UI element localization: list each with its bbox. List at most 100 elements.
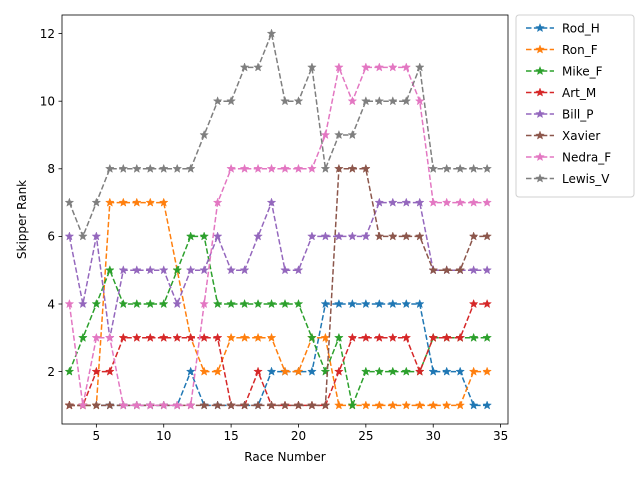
legend: Rod_H Ron_F Mike_F Art_M Bill_P Xavier Nedra_F… bbox=[515, 14, 635, 198]
data-point bbox=[401, 366, 412, 376]
data-point bbox=[468, 265, 479, 275]
series-Bill_P bbox=[64, 197, 492, 342]
data-point bbox=[199, 332, 210, 342]
series-layer bbox=[64, 28, 492, 410]
legend-label: Ron_F bbox=[562, 43, 598, 57]
data-point bbox=[118, 332, 129, 342]
data-point bbox=[347, 298, 358, 309]
series-line-Art_M bbox=[69, 303, 488, 407]
legend-marker bbox=[535, 65, 545, 76]
data-point bbox=[334, 332, 344, 342]
x-tick-label: 15 bbox=[223, 429, 238, 443]
data-point bbox=[172, 265, 183, 275]
data-point bbox=[347, 332, 358, 342]
data-point bbox=[145, 197, 156, 207]
data-point bbox=[64, 400, 75, 410]
data-point bbox=[212, 231, 223, 241]
data-point bbox=[64, 298, 75, 309]
data-point bbox=[172, 332, 183, 342]
data-point bbox=[158, 298, 169, 309]
legend-label: Lewis_V bbox=[562, 172, 610, 186]
data-point bbox=[374, 231, 385, 241]
data-point bbox=[414, 366, 425, 376]
data-point bbox=[293, 366, 304, 376]
data-point bbox=[307, 163, 317, 173]
data-point bbox=[253, 231, 263, 241]
data-point bbox=[199, 265, 210, 275]
data-point bbox=[185, 332, 196, 342]
data-point bbox=[401, 332, 412, 342]
data-point bbox=[455, 332, 466, 342]
legend-label: Mike_F bbox=[562, 64, 603, 78]
data-point bbox=[118, 163, 129, 173]
data-point bbox=[91, 231, 102, 241]
data-point bbox=[401, 197, 412, 207]
data-point bbox=[441, 332, 452, 342]
data-point bbox=[226, 96, 236, 106]
data-point bbox=[374, 298, 385, 309]
data-point bbox=[226, 265, 236, 275]
data-point bbox=[253, 298, 263, 309]
data-point bbox=[158, 197, 169, 207]
data-point bbox=[387, 231, 398, 241]
data-point bbox=[131, 197, 142, 207]
data-point bbox=[401, 231, 412, 241]
data-point bbox=[441, 400, 452, 410]
data-point bbox=[199, 400, 210, 410]
legend-marker bbox=[535, 44, 545, 54]
data-point bbox=[239, 265, 250, 275]
legend-marker bbox=[535, 22, 545, 33]
data-point bbox=[78, 332, 88, 342]
data-point bbox=[468, 366, 479, 376]
data-point bbox=[347, 163, 358, 173]
data-point bbox=[320, 332, 331, 342]
series-line-Rod_H bbox=[69, 303, 488, 407]
data-point bbox=[334, 298, 344, 309]
data-point bbox=[212, 400, 223, 410]
data-point bbox=[158, 265, 169, 275]
data-point bbox=[482, 298, 492, 309]
data-point bbox=[266, 197, 277, 207]
data-point bbox=[455, 163, 466, 173]
data-point bbox=[441, 265, 452, 275]
data-point bbox=[374, 96, 385, 106]
legend-item: Art_M bbox=[526, 86, 596, 100]
y-tick-label: 4 bbox=[47, 297, 55, 311]
data-point bbox=[360, 366, 371, 376]
legend-item: Rod_H bbox=[526, 21, 600, 35]
data-point bbox=[334, 366, 344, 376]
data-point bbox=[118, 298, 129, 309]
data-point bbox=[239, 163, 250, 173]
y-tick-label: 12 bbox=[40, 27, 55, 41]
data-point bbox=[280, 163, 290, 173]
data-point bbox=[320, 400, 331, 410]
legend-marker bbox=[535, 151, 545, 162]
x-tick-label: 30 bbox=[426, 429, 441, 443]
data-point bbox=[266, 28, 277, 38]
data-point bbox=[280, 366, 290, 376]
data-point bbox=[118, 265, 129, 275]
data-point bbox=[118, 400, 129, 410]
data-point bbox=[253, 400, 263, 410]
data-point bbox=[212, 298, 223, 309]
data-point bbox=[414, 62, 425, 72]
data-point bbox=[226, 298, 236, 309]
data-point bbox=[266, 332, 277, 342]
data-point bbox=[293, 298, 304, 309]
data-point bbox=[468, 298, 479, 309]
data-point bbox=[199, 366, 210, 376]
data-point bbox=[414, 96, 425, 106]
data-point bbox=[428, 332, 439, 342]
data-point bbox=[266, 163, 277, 173]
legend-item: Xavier bbox=[526, 129, 600, 143]
data-point bbox=[387, 197, 398, 207]
legend-item: Ron_F bbox=[526, 43, 598, 57]
data-point bbox=[347, 96, 358, 106]
data-point bbox=[145, 163, 156, 173]
data-point bbox=[212, 366, 223, 376]
legend-label: Rod_H bbox=[562, 21, 600, 35]
data-point bbox=[280, 298, 290, 309]
data-point bbox=[266, 366, 277, 376]
data-point bbox=[455, 400, 466, 410]
data-point bbox=[455, 265, 466, 275]
